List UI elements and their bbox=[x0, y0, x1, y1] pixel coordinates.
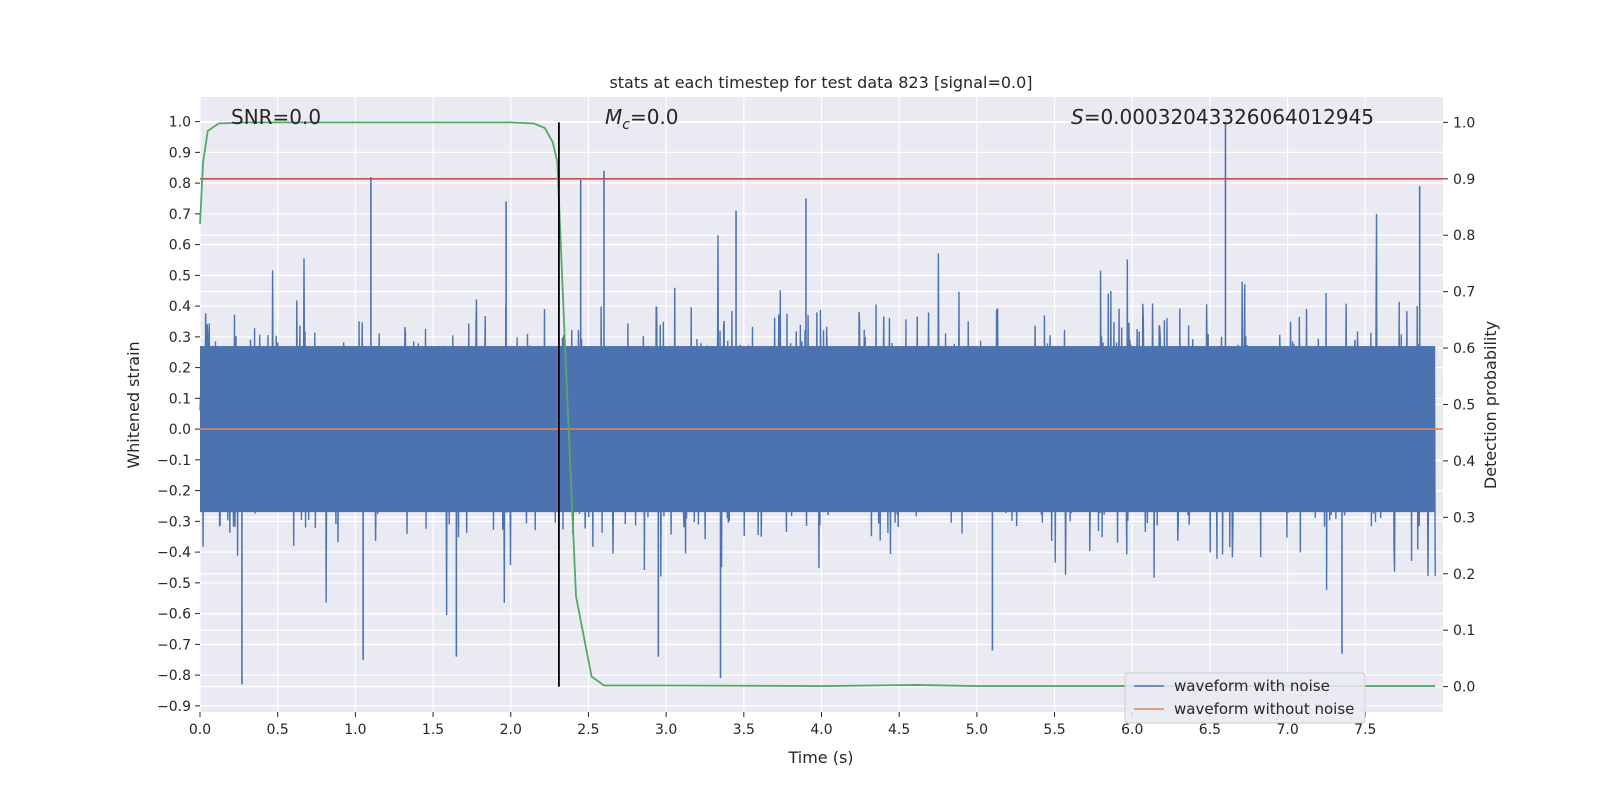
x-tick-label: 7.0 bbox=[1276, 722, 1298, 738]
y-axis-title: Whitened strain bbox=[124, 341, 143, 468]
mc-annotation: Mc=0.0 bbox=[605, 105, 679, 133]
series-lines bbox=[199, 121, 1443, 687]
y2-tick-label: 0.9 bbox=[1453, 172, 1475, 188]
y2-axis-title: Detection probability bbox=[1481, 321, 1500, 489]
chart-title: stats at each timestep for test data 823… bbox=[609, 73, 1032, 92]
mc-symbol: M bbox=[605, 105, 622, 129]
x-tick-label: 7.5 bbox=[1354, 722, 1376, 738]
y2-tick-label: 0.8 bbox=[1453, 228, 1475, 244]
y2-tick-label: 0.3 bbox=[1453, 510, 1475, 526]
y2-tick-label: 0.0 bbox=[1453, 680, 1475, 696]
y2-tick-label: 0.2 bbox=[1453, 567, 1475, 583]
y2-tick-label: 0.7 bbox=[1453, 285, 1475, 301]
y-tick-label: 0.6 bbox=[169, 238, 191, 254]
y2-tick-label: 0.6 bbox=[1453, 341, 1475, 357]
y-tick-label: 0.9 bbox=[169, 145, 191, 161]
x-tick-label: 2.0 bbox=[500, 722, 522, 738]
x-tick-label: 1.5 bbox=[422, 722, 444, 738]
x-tick-label: 3.0 bbox=[655, 722, 677, 738]
s-annotation: S=0.00032043326064012945 bbox=[1071, 105, 1374, 129]
snr-annotation: SNR=0.0 bbox=[231, 105, 321, 129]
x-tick-label: 1.0 bbox=[344, 722, 366, 738]
y-tick-label: 0.8 bbox=[169, 176, 191, 192]
x-tick-label: 5.5 bbox=[1043, 722, 1065, 738]
axis-ticks: 0.0 0.5 1.0 1.5 2.0 2.5 3.0 3.5 4.0 4.5 5.0 5.5 6.0 6… bbox=[157, 115, 1475, 738]
s-value: =0.00032043326064012945 bbox=[1084, 105, 1374, 129]
y-tick-label: −0.1 bbox=[157, 453, 191, 469]
y-tick-label: 0.5 bbox=[169, 268, 191, 284]
x-tick-label: 2.5 bbox=[577, 722, 599, 738]
y-tick-label: −0.5 bbox=[157, 576, 191, 592]
x-tick-label: 5.0 bbox=[966, 722, 988, 738]
y-tick-label: −0.7 bbox=[157, 637, 191, 653]
x-tick-label: 4.0 bbox=[810, 722, 832, 738]
legend-box bbox=[1124, 672, 1366, 724]
y-tick-label: 0.0 bbox=[169, 422, 191, 438]
y2-tick-label: 0.1 bbox=[1453, 623, 1475, 639]
y-tick-label: −0.4 bbox=[157, 545, 191, 561]
x-tick-label: 3.5 bbox=[733, 722, 755, 738]
legend-label-waveform-without-noise: waveform without noise bbox=[1174, 700, 1354, 718]
y-tick-label: −0.9 bbox=[157, 699, 191, 715]
y-tick-label: −0.3 bbox=[157, 514, 191, 530]
x-tick-label: 6.0 bbox=[1121, 722, 1143, 738]
y-tick-label: 0.4 bbox=[169, 299, 191, 315]
y2-tick-label: 0.4 bbox=[1453, 454, 1475, 470]
legend: waveform with noise waveform without noi… bbox=[1124, 672, 1366, 724]
x-axis-title: Time (s) bbox=[787, 748, 853, 767]
y2-tick-label: 1.0 bbox=[1453, 115, 1475, 131]
x-tick-label: 6.5 bbox=[1199, 722, 1221, 738]
y-tick-label: −0.8 bbox=[157, 668, 191, 684]
y-tick-label: 0.7 bbox=[169, 207, 191, 223]
x-tick-label: 4.5 bbox=[888, 722, 910, 738]
y-tick-label: 1.0 bbox=[169, 115, 191, 131]
x-tick-label: 0.0 bbox=[189, 722, 211, 738]
y2-tick-label: 0.5 bbox=[1453, 398, 1475, 414]
detection-probability-line bbox=[199, 121, 1436, 687]
mc-value: =0.0 bbox=[630, 105, 679, 129]
y-tick-label: 0.2 bbox=[169, 361, 191, 377]
y-tick-label: −0.2 bbox=[157, 484, 191, 500]
y-tick-label: 0.3 bbox=[169, 330, 191, 346]
y-tick-label: −0.6 bbox=[157, 607, 191, 623]
mc-subscript: c bbox=[622, 117, 630, 133]
x-tick-label: 0.5 bbox=[267, 722, 289, 738]
y-tick-label: 0.1 bbox=[169, 391, 191, 407]
s-symbol: S bbox=[1071, 105, 1084, 129]
legend-label-waveform-with-noise: waveform with noise bbox=[1174, 677, 1330, 695]
